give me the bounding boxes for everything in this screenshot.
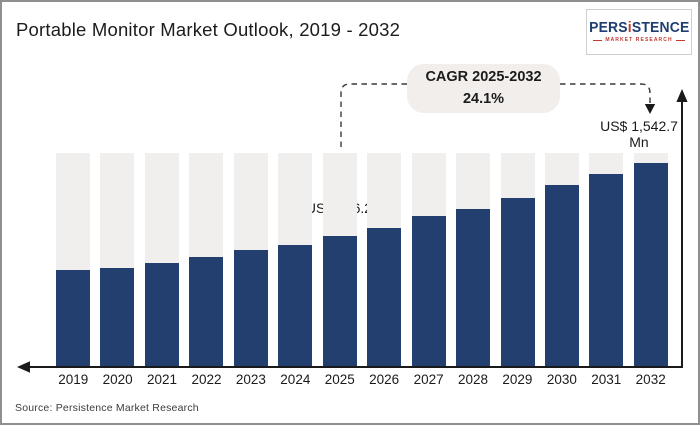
bar-slot-2028 xyxy=(456,153,491,367)
logo-wordmark-pre: PERS xyxy=(588,19,628,36)
logo-wordmark: PERSiSTENCE xyxy=(589,21,689,36)
x-tick-2025: 2025 xyxy=(324,372,355,387)
bar-slot-2019 xyxy=(56,153,90,367)
bar-2030 xyxy=(544,185,579,367)
logo-tagline: MARKET RESEARCH xyxy=(593,37,685,44)
bar-2025 xyxy=(322,236,357,367)
logo-rule-left xyxy=(593,39,603,41)
persistence-logo: PERSiSTENCE MARKET RESEARCH xyxy=(586,9,692,55)
y-axis-line xyxy=(681,101,683,367)
x-tick-2030: 2030 xyxy=(546,372,577,387)
bar-2024 xyxy=(278,245,313,367)
x-tick-2024: 2024 xyxy=(280,372,311,387)
bar-2028 xyxy=(456,209,491,367)
x-tick-2021: 2021 xyxy=(147,372,178,387)
bar-2020 xyxy=(100,267,135,367)
bar-chart-plot-area xyxy=(56,153,668,367)
x-tick-2028: 2028 xyxy=(457,372,489,387)
x-tick-2023: 2023 xyxy=(235,372,266,387)
value-label-2032-unit: Mn xyxy=(629,134,649,150)
cagr-period: CAGR 2025-2032 xyxy=(425,69,542,86)
bar-slot-2025 xyxy=(322,153,357,367)
logo-rule-right xyxy=(675,39,685,41)
bar-2021 xyxy=(144,263,179,367)
page-title: Portable Monitor Market Outlook, 2019 - … xyxy=(16,19,401,40)
x-tick-2026: 2026 xyxy=(369,372,400,387)
bar-slot-2022 xyxy=(189,153,224,367)
logo-wordmark-post: STENCE xyxy=(631,19,690,36)
bar-2022 xyxy=(189,257,224,367)
cagr-annotation: CAGR 2025-2032 24.1% xyxy=(407,64,560,113)
value-label-2032: US$ 1,542.7 Mn xyxy=(579,118,698,150)
bar-2032 xyxy=(633,163,668,367)
x-tick-2019: 2019 xyxy=(58,372,89,387)
bar-slot-2026 xyxy=(367,153,402,367)
x-tick-2031: 2031 xyxy=(591,372,622,387)
bar-slot-2024 xyxy=(278,153,313,367)
x-tick-2027: 2027 xyxy=(413,372,444,387)
x-axis-line xyxy=(26,366,683,368)
x-axis-tick-labels: 2019 2020 2021 2022 2023 2024 2025 2026 2027 2028… xyxy=(51,372,673,387)
logo-tagline-text: MARKET RESEARCH xyxy=(605,37,673,44)
dashed-connector-2025 xyxy=(340,83,407,148)
bar-slot-2020 xyxy=(100,153,135,367)
source-note: Source: Persistence Market Research xyxy=(15,402,199,414)
bar-slot-2030 xyxy=(544,153,579,367)
bar-slot-2027 xyxy=(411,153,446,367)
bar-slot-2031 xyxy=(589,153,624,367)
x-tick-2022: 2022 xyxy=(191,372,222,387)
x-tick-2032: 2032 xyxy=(635,372,666,387)
bar-slot-2029 xyxy=(500,153,535,367)
down-arrow-icon xyxy=(644,104,656,114)
dashed-connector-2032 xyxy=(560,83,651,105)
bar-2019 xyxy=(56,270,90,367)
x-tick-2020: 2020 xyxy=(102,372,133,387)
x-tick-2029: 2029 xyxy=(502,372,533,387)
bar-2029 xyxy=(500,197,535,367)
bar-2031 xyxy=(589,173,624,367)
cagr-value: 24.1% xyxy=(462,90,505,107)
bar-2027 xyxy=(411,215,446,367)
bar-slot-2021 xyxy=(144,153,179,367)
bar-2023 xyxy=(233,249,268,367)
bar-2026 xyxy=(367,227,402,367)
logo-wordmark-i: i xyxy=(627,19,632,36)
value-label-2032-amount: US$ 1,542.7 xyxy=(600,118,678,134)
bar-slot-2023 xyxy=(233,153,268,367)
bar-slot-2032 xyxy=(633,153,668,367)
